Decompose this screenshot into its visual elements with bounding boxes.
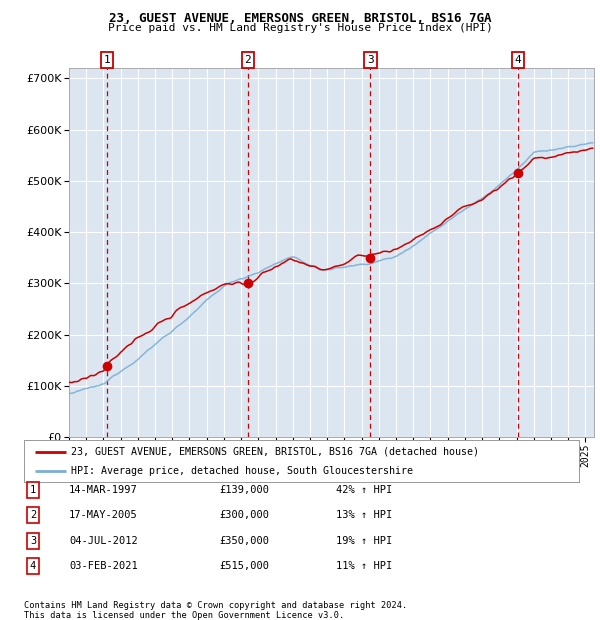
Text: 2: 2 [244, 55, 251, 65]
Text: Price paid vs. HM Land Registry's House Price Index (HPI): Price paid vs. HM Land Registry's House … [107, 23, 493, 33]
Text: 4: 4 [30, 561, 36, 571]
Text: 42% ↑ HPI: 42% ↑ HPI [336, 485, 392, 495]
Text: 03-FEB-2021: 03-FEB-2021 [69, 561, 138, 571]
Text: 19% ↑ HPI: 19% ↑ HPI [336, 536, 392, 546]
Text: 04-JUL-2012: 04-JUL-2012 [69, 536, 138, 546]
Text: 3: 3 [30, 536, 36, 546]
Text: 3: 3 [367, 55, 374, 65]
Text: 1: 1 [30, 485, 36, 495]
Text: Contains HM Land Registry data © Crown copyright and database right 2024.: Contains HM Land Registry data © Crown c… [24, 601, 407, 611]
Text: 1: 1 [104, 55, 110, 65]
Text: 23, GUEST AVENUE, EMERSONS GREEN, BRISTOL, BS16 7GA: 23, GUEST AVENUE, EMERSONS GREEN, BRISTO… [109, 12, 491, 25]
Text: HPI: Average price, detached house, South Gloucestershire: HPI: Average price, detached house, Sout… [71, 466, 413, 476]
Text: This data is licensed under the Open Government Licence v3.0.: This data is licensed under the Open Gov… [24, 611, 344, 620]
Text: 17-MAY-2005: 17-MAY-2005 [69, 510, 138, 520]
Text: 13% ↑ HPI: 13% ↑ HPI [336, 510, 392, 520]
Text: £300,000: £300,000 [219, 510, 269, 520]
Text: 4: 4 [515, 55, 521, 65]
Text: 14-MAR-1997: 14-MAR-1997 [69, 485, 138, 495]
Text: £139,000: £139,000 [219, 485, 269, 495]
Text: 11% ↑ HPI: 11% ↑ HPI [336, 561, 392, 571]
Text: 23, GUEST AVENUE, EMERSONS GREEN, BRISTOL, BS16 7GA (detached house): 23, GUEST AVENUE, EMERSONS GREEN, BRISTO… [71, 446, 479, 456]
Text: £350,000: £350,000 [219, 536, 269, 546]
Text: 2: 2 [30, 510, 36, 520]
Text: £515,000: £515,000 [219, 561, 269, 571]
